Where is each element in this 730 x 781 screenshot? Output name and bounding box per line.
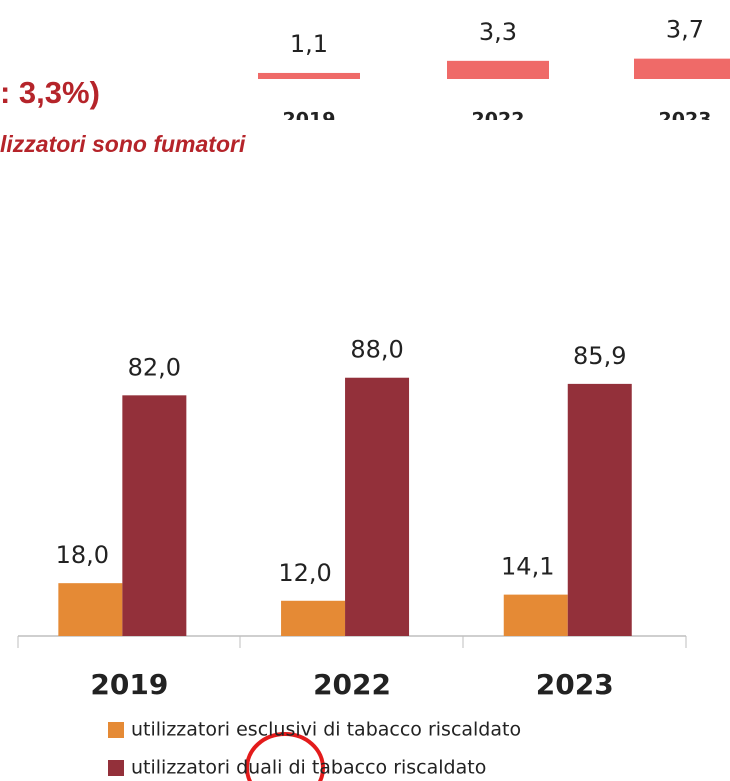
bar xyxy=(122,395,187,636)
legend-swatch xyxy=(108,722,124,738)
x-tick-label: 2022 xyxy=(313,668,391,701)
value-label: 85,9 xyxy=(573,342,626,370)
bar xyxy=(567,383,632,636)
highlight-circle xyxy=(245,732,325,781)
value-label: 88,0 xyxy=(350,336,403,364)
bar xyxy=(58,583,123,636)
bar xyxy=(503,594,568,636)
bar xyxy=(281,600,346,636)
x-tick-label: 2019 xyxy=(90,668,168,701)
top-chart: 1,1 2019 3,3 2022 3,7 2023 xyxy=(258,16,730,131)
legend-swatch xyxy=(108,760,124,776)
x-tick-label: 2019 xyxy=(283,109,336,131)
header-subtitle: lizzatori sono fumatori xyxy=(0,131,246,157)
bar xyxy=(447,60,549,79)
bar xyxy=(634,58,730,79)
value-label: 82,0 xyxy=(128,353,181,381)
legend-label: utilizzatori duali di tabacco riscaldato xyxy=(131,757,486,779)
header-title: : 3,3%) xyxy=(0,75,100,110)
value-label: 1,1 xyxy=(290,30,328,58)
bar xyxy=(345,377,410,636)
legend-label: utilizzatori esclusivi di tabacco riscal… xyxy=(131,719,521,741)
value-label: 18,0 xyxy=(56,541,109,569)
x-tick-label: 2023 xyxy=(659,109,712,131)
x-tick-label: 2022 xyxy=(472,109,525,131)
value-label: 12,0 xyxy=(278,559,331,587)
x-tick-label: 2023 xyxy=(536,668,614,701)
bar xyxy=(258,72,360,79)
value-label: 14,1 xyxy=(501,553,554,581)
value-label: 3,7 xyxy=(666,16,704,44)
value-label: 3,3 xyxy=(479,18,517,46)
main-chart: 2019 18,0 82,0 2022 12,0 88,0 2023 14,1 85,9 xyxy=(17,336,687,701)
